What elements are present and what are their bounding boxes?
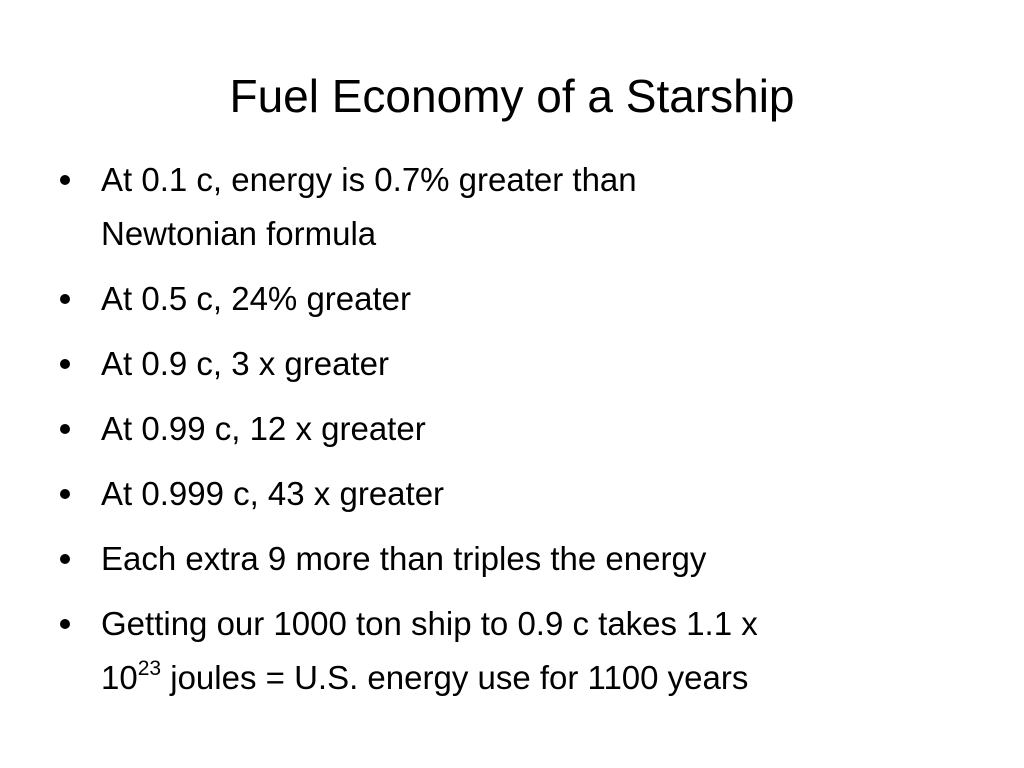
bullet-dot [60, 424, 70, 434]
bullet-dot [60, 554, 70, 564]
bullet-text-part: Getting our 1000 ton ship to 0.9 c takes… [101, 605, 758, 642]
bullet-text: At 0.9 c, 3 x greater [101, 344, 389, 384]
bullet-dot [60, 175, 70, 185]
bullet-text-part: At 0.999 c, 43 x greater [101, 475, 445, 512]
bullet-text: Getting our 1000 ton ship to 0.9 c takes… [101, 604, 758, 644]
bullet-text: At 0.1 c, energy is 0.7% greater than [101, 160, 637, 200]
bullet-text-part: joules = U.S. energy use for 1100 years [161, 659, 749, 696]
bullet-text-part: 10 [101, 659, 138, 696]
bullet-text-part: Newtonian formula [101, 215, 377, 252]
bullet-dot [60, 489, 70, 499]
bullet-text-part: At 0.99 c, 12 x greater [101, 410, 426, 447]
bullet-text-part: Each extra 9 more than triples the energ… [101, 540, 707, 577]
superscript: 23 [137, 657, 162, 680]
bullet-text-part: At 0.9 c, 3 x greater [101, 345, 389, 382]
slide-title: Fuel Economy of a Starship [229, 70, 795, 122]
bullet-text-part: At 0.1 c, energy is 0.7% greater than [101, 161, 637, 198]
bullet-text: At 0.5 c, 24% greater [101, 279, 411, 319]
bullet-text: Newtonian formula [101, 214, 376, 254]
bullet-text: At 0.99 c, 12 x greater [101, 409, 426, 449]
bullet-dot [60, 619, 70, 629]
bullet-text: 1023 joules = U.S. energy use for 1100 y… [101, 658, 748, 698]
bullet-text-part: At 0.5 c, 24% greater [101, 280, 412, 317]
bullet-dot [60, 359, 70, 369]
bullet-text: Each extra 9 more than triples the energ… [101, 539, 706, 579]
bullet-text: At 0.999 c, 43 x greater [101, 474, 444, 514]
bullet-dot [60, 294, 70, 304]
